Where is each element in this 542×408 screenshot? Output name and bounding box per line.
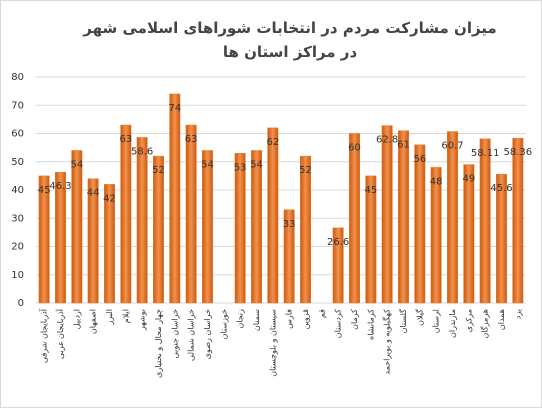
y-tick-label: 80 [11,72,24,83]
data-label: 45.6 [490,183,512,194]
data-label: 45 [364,185,377,196]
bar [153,155,164,304]
x-tick-label: خراسان رضوی [203,309,212,359]
x-tick-label: زنجان [236,309,245,329]
x-tick-label: سیستان و بلوچستان [268,309,277,377]
x-tick-label: خوزستان [219,309,228,339]
data-label: 58.11 [471,148,500,159]
data-label: 26.6 [327,237,349,248]
bar [349,133,360,304]
data-label: 60 [348,143,361,154]
data-label: 44 [87,188,100,199]
x-tick-label: اصفهان [89,309,98,334]
x-tick-label: گلستان [398,309,408,334]
x-tick-label: کرمانشاه [366,309,375,340]
data-label: 45 [38,185,51,196]
bar [479,138,491,304]
bar [496,173,507,304]
x-tick-label: کهگیلویه و بویراحمد [382,309,392,375]
bar [365,175,377,304]
x-tick-label: آذربایجان شرقی [39,308,49,363]
bar [251,150,262,304]
data-label: 60.7 [441,141,463,152]
y-tick-label: 30 [11,213,24,224]
bar [38,175,50,304]
x-tick-label: بوشهر [138,309,147,331]
data-label: 46.3 [49,181,71,192]
x-tick-label: لرستان [432,309,441,333]
data-label: 54 [201,159,214,170]
data-label: 54 [70,159,83,170]
x-tick-label: همدان [497,309,506,330]
data-label: 58.36 [504,147,533,158]
bar [136,137,148,304]
x-tick-label: سمنان [252,309,261,331]
x-tick-label: کرمان [350,309,359,330]
data-label: 56 [413,154,426,165]
y-tick-label: 60 [11,129,24,140]
x-tick-label: خراسان جنوبی [170,309,179,359]
data-label: 52 [152,165,165,176]
chart-title: میزان مشارکت مردم در انتخابات شوراهای اس… [83,19,497,61]
x-tick-label: البرز [105,309,114,325]
x-tick-label: کردستان [334,309,343,338]
x-tick-label: ایلام [121,309,130,323]
data-label: 54 [250,159,263,170]
y-tick-label: 10 [11,270,24,281]
data-label: 42 [103,193,116,204]
x-tick-label: اردبیل [72,309,81,329]
bar [430,167,442,304]
data-label: 58.6 [131,146,153,157]
x-tick-label: یزد [513,309,522,319]
x-tick-label: آذربایجان غربی [55,308,65,359]
y-tick-label: 40 [11,185,24,196]
bar [447,131,458,304]
y-tick-label: 70 [11,100,24,111]
bar [512,137,524,304]
bar [185,124,197,304]
data-label: 33 [283,219,296,230]
bar [414,144,426,304]
bar [332,227,344,304]
bar [55,171,66,304]
x-tick-label: قم [317,309,326,318]
x-tick-label: هرمزگان [480,309,490,338]
x-tick-label: خراسان شمالی [187,309,196,361]
x-tick-label: مازندران [448,309,457,338]
x-tick-label: گیلان [414,309,424,326]
bar [104,184,115,304]
data-label: 63 [185,134,198,145]
bar [463,164,475,304]
bar [234,153,246,304]
bar [71,150,83,304]
y-tick-label: 0 [18,298,24,309]
y-tick-label: 50 [11,157,24,168]
data-label: 62 [266,137,279,148]
bar [267,127,279,304]
bar [283,209,295,304]
bar [398,130,409,304]
data-label: 74 [168,103,181,114]
bar [120,124,132,304]
data-label: 49 [462,174,475,185]
bar [87,178,99,304]
x-tick-label: قزوین [301,309,310,330]
data-label: 62.8 [376,135,398,146]
y-tick-label: 20 [11,242,24,253]
data-label: 48 [430,176,443,187]
data-label: 63 [119,134,132,145]
x-tick-label: چهار محال و بختیاری [154,309,163,378]
data-label: 61 [397,140,410,151]
bar [381,125,393,304]
x-tick-label: مرکزی [464,309,473,332]
data-label: 52 [299,165,312,176]
bar [300,155,311,304]
x-tick-label: فارس [285,309,294,329]
bar [202,150,213,304]
data-label: 53 [234,162,247,173]
bar [169,93,181,304]
